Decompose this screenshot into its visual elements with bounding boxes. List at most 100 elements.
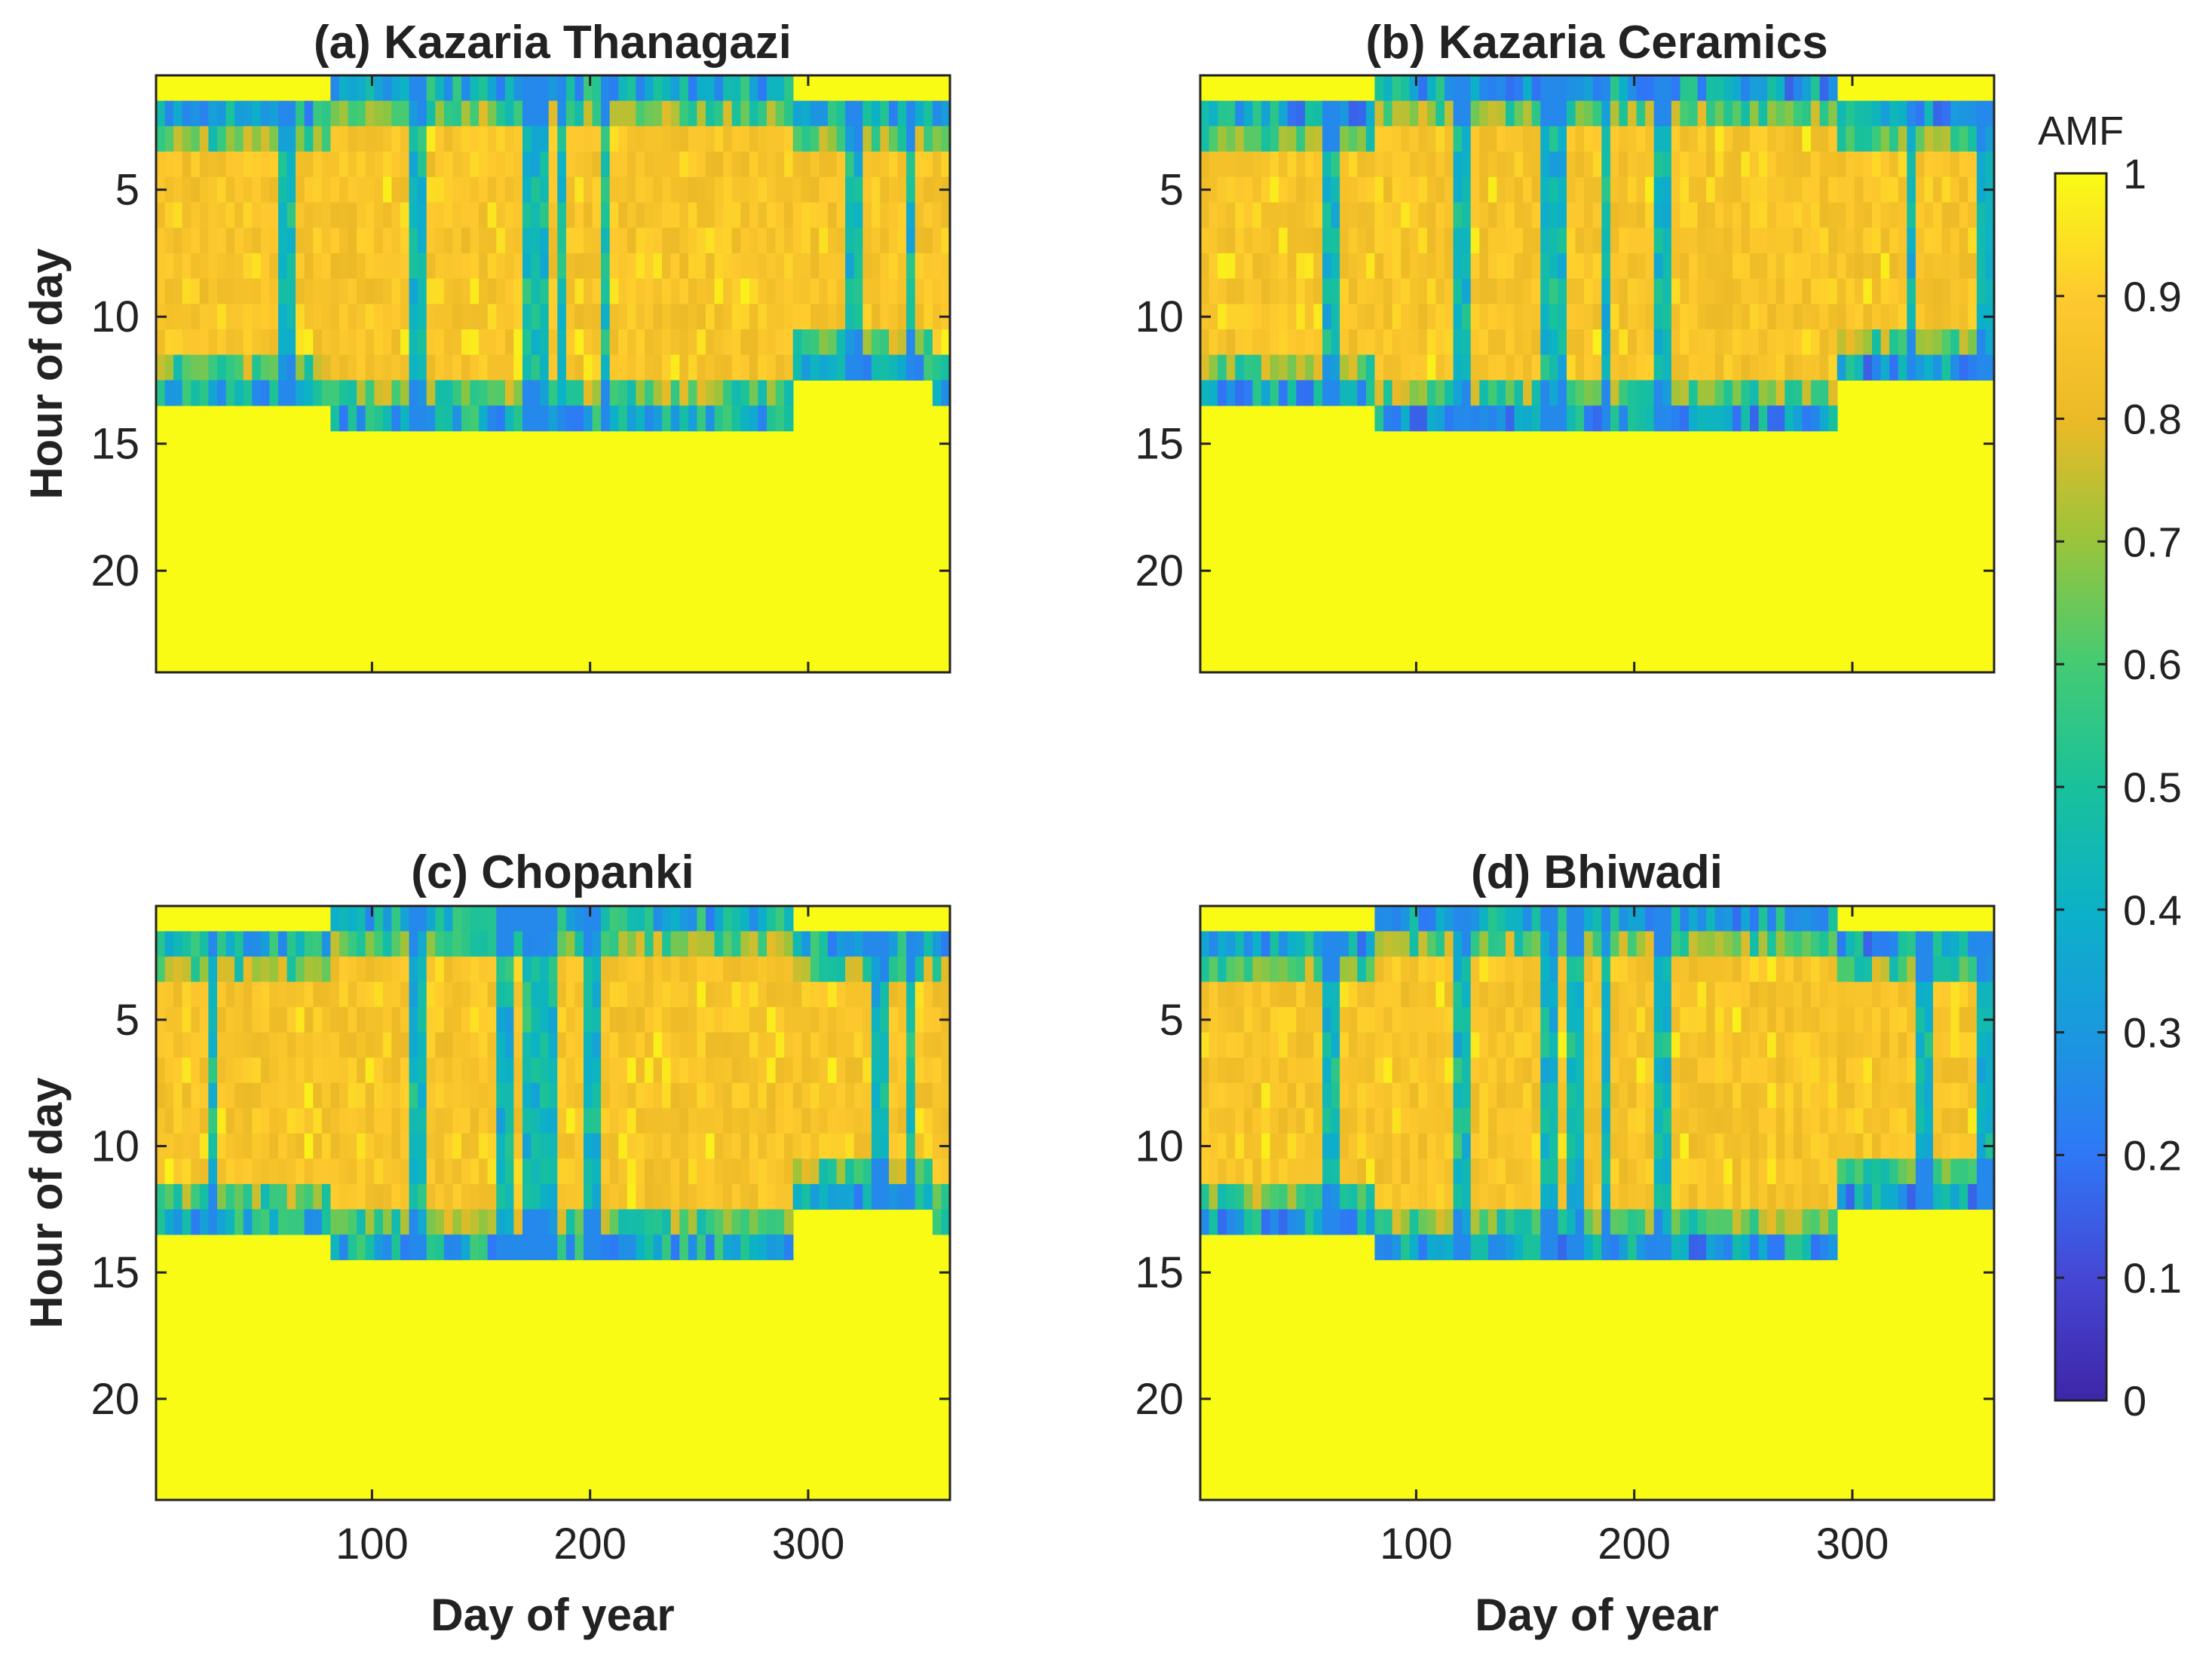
heatmap-cell xyxy=(1785,1183,1794,1210)
heatmap-cell xyxy=(1497,1032,1506,1058)
heatmap-cell xyxy=(1628,1032,1638,1058)
heatmap-cell xyxy=(1392,304,1402,330)
heatmap-cell xyxy=(339,228,349,254)
heatmap-cell xyxy=(470,406,479,432)
heatmap-cell xyxy=(1689,1057,1699,1084)
heatmap-cell xyxy=(584,1007,593,1033)
heatmap-cell xyxy=(688,126,698,152)
heatmap-cell xyxy=(697,304,706,330)
ytick-label: 20 xyxy=(1135,546,1184,595)
heatmap-cell xyxy=(1793,406,1803,432)
heatmap-cell xyxy=(1470,1007,1481,1033)
heatmap-cell xyxy=(1497,253,1506,280)
heatmap-cell xyxy=(1968,1158,1978,1185)
heatmap-cell xyxy=(1793,380,1803,406)
heatmap-cell xyxy=(1348,126,1359,152)
heatmap-cell xyxy=(1506,931,1515,957)
heatmap-cell xyxy=(531,329,541,356)
heatmap-cell xyxy=(1628,228,1638,254)
heatmap-cell xyxy=(479,202,489,228)
heatmap-cell xyxy=(584,956,593,983)
heatmap-cell xyxy=(182,152,192,178)
heatmap-cell xyxy=(1340,176,1350,203)
heatmap-cell xyxy=(1287,1158,1297,1185)
heatmap-cell xyxy=(1235,1133,1245,1159)
heatmap-cell xyxy=(1392,202,1402,228)
heatmap-cell xyxy=(1540,1007,1550,1033)
heatmap-cell xyxy=(418,152,427,178)
heatmap-cell xyxy=(1558,1108,1567,1134)
heatmap-cell xyxy=(1811,1234,1821,1260)
heatmap-cell xyxy=(1863,1032,1873,1058)
heatmap-cell xyxy=(1374,1209,1384,1235)
heatmap-cell xyxy=(286,981,296,1008)
heatmap-cell xyxy=(1313,931,1323,957)
heatmap-cell xyxy=(871,1057,881,1084)
heatmap-cell xyxy=(1706,981,1716,1008)
heatmap-cell xyxy=(330,1032,340,1058)
heatmap-cell xyxy=(1279,1108,1288,1134)
heatmap-cell xyxy=(1200,1209,1210,1235)
heatmap-cell xyxy=(1209,1057,1218,1084)
heatmap-cell xyxy=(234,354,244,381)
heatmap-cell xyxy=(513,253,523,280)
heatmap-cell xyxy=(924,329,933,356)
heatmap-cell xyxy=(1200,380,1210,406)
heatmap-cell xyxy=(1365,1082,1376,1109)
heatmap-cell xyxy=(853,100,864,127)
heatmap-cell xyxy=(426,100,437,127)
heatmap-cell xyxy=(217,202,227,228)
heatmap-cell xyxy=(1933,981,1943,1008)
heatmap-cell xyxy=(662,228,672,254)
heatmap-cell xyxy=(1985,1158,1995,1185)
heatmap-cell xyxy=(1340,304,1350,330)
heatmap-cell xyxy=(706,1032,715,1058)
heatmap-cell xyxy=(828,1082,838,1109)
heatmap-cell xyxy=(688,1032,698,1058)
heatmap-cell xyxy=(1470,354,1481,381)
heatmap-cell xyxy=(1218,1183,1227,1210)
heatmap-cell xyxy=(565,176,576,203)
heatmap-cell xyxy=(1941,956,1951,983)
heatmap-cell xyxy=(1296,126,1306,152)
heatmap-cell xyxy=(1270,931,1279,957)
heatmap-cell xyxy=(217,329,227,356)
heatmap-cell xyxy=(321,1209,332,1235)
heatmap-cell xyxy=(1383,126,1393,152)
heatmap-cell xyxy=(1741,1234,1751,1260)
heatmap-cell xyxy=(758,100,767,127)
heatmap-cell xyxy=(1409,380,1420,406)
heatmap-cell xyxy=(897,1158,907,1185)
heatmap-cell xyxy=(853,278,864,305)
heatmap-cell xyxy=(1409,329,1420,356)
heatmap-cell xyxy=(1837,1133,1847,1159)
heatmap-cell xyxy=(706,931,715,957)
heatmap-cell xyxy=(1933,931,1943,957)
heatmap-cell xyxy=(723,202,733,228)
heatmap-cell xyxy=(1470,1133,1481,1159)
heatmap-cell xyxy=(915,202,925,228)
heatmap-cell xyxy=(1235,1209,1245,1235)
heatmap-cell xyxy=(1645,228,1655,254)
heatmap-cell xyxy=(479,152,489,178)
heatmap-cell xyxy=(443,329,454,356)
heatmap-cell xyxy=(1601,1057,1611,1084)
heatmap-cell xyxy=(1584,906,1594,932)
heatmap-cell xyxy=(1487,152,1498,178)
heatmap-cell xyxy=(836,152,846,178)
heatmap-cell xyxy=(1610,329,1620,356)
heatmap-cell xyxy=(924,253,933,280)
heatmap-cell xyxy=(1523,1108,1533,1134)
heatmap-cell xyxy=(487,202,498,228)
heatmap-cell xyxy=(182,202,192,228)
heatmap-cell xyxy=(609,75,620,102)
heatmap-cell xyxy=(1950,1032,1960,1058)
heatmap-cell xyxy=(252,278,262,305)
heatmap-cell xyxy=(156,956,166,983)
heatmap-cell xyxy=(584,126,593,152)
heatmap-cell xyxy=(1567,1032,1576,1058)
heatmap-cell xyxy=(1915,1057,1926,1084)
heatmap-cell xyxy=(1270,152,1279,178)
heatmap-cell xyxy=(609,202,620,228)
